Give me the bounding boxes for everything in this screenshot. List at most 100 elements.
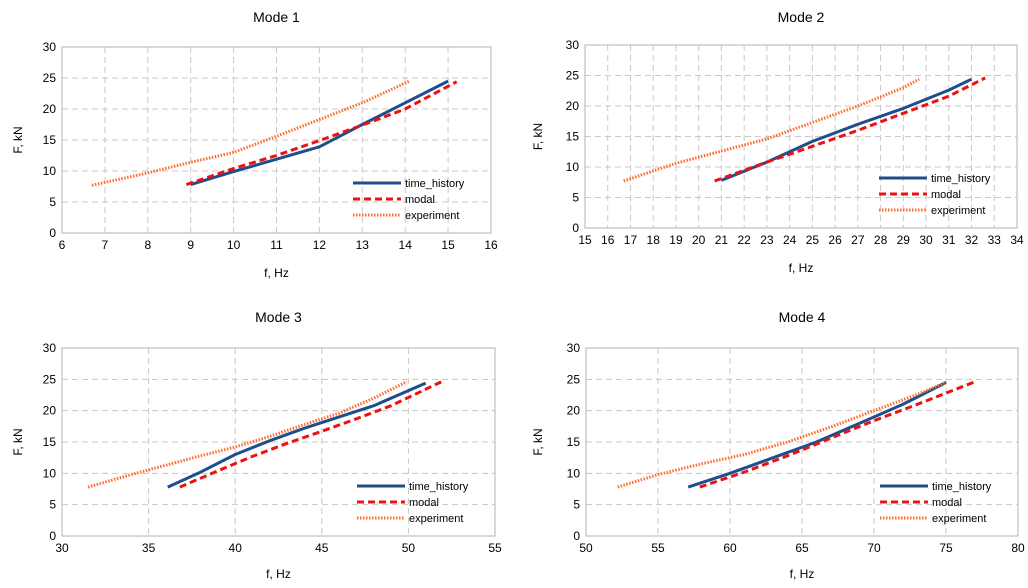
series-line-time_history: [190, 79, 449, 187]
series-line-modal: [185, 80, 458, 187]
x-tick-label: 33: [988, 233, 1002, 247]
y-tick-label: 30: [43, 40, 57, 54]
chart-mode-4: 50 55 60 65 70 75 80 0 5 10 15 20 25 30 Mode 4 f, Hz F, …: [514, 300, 1028, 583]
y-tick-label: 30: [566, 38, 580, 52]
x-tick-label: 16: [484, 238, 498, 252]
chart-mode-3: 30 35 40 45 50 55 0 5 10 15 20 25 30 Mode 3 f, Hz F, kN…: [0, 300, 514, 583]
legend-label-experiment: experiment: [932, 513, 986, 525]
x-tick-label: 10: [227, 238, 241, 252]
x-tick-label: 18: [647, 233, 661, 247]
chart-svg: 30 35 40 45 50 55 0 5 10 15 20 25 30 Mode 3 f, Hz F, kN…: [11, 309, 502, 581]
x-tick-label: 21: [715, 233, 729, 247]
chart-title: Mode 3: [255, 309, 302, 325]
x-tick-label: 12: [313, 238, 327, 252]
x-axis-label: f, Hz: [789, 261, 814, 275]
x-tick-label: 29: [897, 233, 911, 247]
y-tick-label: 5: [572, 191, 579, 205]
chart-title: Mode 4: [779, 309, 826, 325]
x-tick-label: 70: [867, 541, 881, 555]
x-tick-label: 34: [1010, 233, 1024, 247]
y-axis-label: F, kN: [11, 428, 25, 455]
legend-label-time_history: time_history: [931, 173, 991, 185]
chart-title: Mode 1: [253, 9, 300, 25]
y-tick-label: 10: [43, 466, 57, 480]
x-tick-label: 27: [851, 233, 865, 247]
chart-mode-2: 15 16 17 18 19 20 21 22 23 24 25 26 27 28 29 30 31 32 33 34…: [514, 0, 1028, 290]
series-line-modal: [179, 380, 442, 489]
chart-svg: 50 55 60 65 70 75 80 0 5 10 15 20 25 30 Mode 4 f, Hz F, …: [531, 309, 1025, 581]
legend-label-time_history: time_history: [409, 481, 469, 493]
series-line-modal: [699, 380, 976, 489]
y-tick-label: 20: [566, 99, 580, 113]
legend-label-experiment: experiment: [931, 205, 985, 217]
y-tick-label: 0: [572, 221, 579, 235]
x-tick-label: 11: [270, 238, 283, 252]
y-tick-label: 5: [49, 498, 56, 512]
series-line-modal: [714, 76, 986, 183]
y-tick-label: 30: [567, 341, 581, 355]
y-tick-label: 15: [43, 133, 57, 147]
legend-label-modal: modal: [932, 497, 962, 509]
x-tick-label: 55: [651, 541, 665, 555]
y-tick-label: 0: [49, 529, 56, 543]
x-tick-label: 75: [939, 541, 953, 555]
x-axis-label: f, Hz: [266, 567, 291, 581]
chart-svg: 15 16 17 18 19 20 21 22 23 24 25 26 27 28 29 30 31 32 33 34…: [531, 9, 1024, 275]
x-tick-label: 25: [806, 233, 820, 247]
x-tick-label: 31: [942, 233, 956, 247]
legend-label-modal: modal: [931, 189, 961, 201]
y-tick-label: 0: [49, 226, 56, 240]
y-tick-label: 25: [43, 372, 57, 386]
y-tick-label: 15: [566, 130, 580, 144]
legend-label-experiment: experiment: [405, 210, 459, 222]
x-tick-label: 17: [624, 233, 638, 247]
plot-area: [61, 46, 492, 234]
x-tick-label: 28: [874, 233, 888, 247]
series-line-experiment: [623, 77, 920, 183]
x-tick-label: 15: [578, 233, 592, 247]
y-axis-label: F, kN: [11, 126, 25, 153]
y-tick-label: 5: [573, 498, 580, 512]
x-tick-label: 26: [828, 233, 842, 247]
y-tick-label: 20: [567, 404, 581, 418]
x-tick-label: 32: [965, 233, 979, 247]
legend-label-time_history: time_history: [932, 481, 992, 493]
x-tick-label: 35: [142, 541, 156, 555]
chart-mode-1: 6 7 8 9 10 11 12 13 14 15 16 0 5 10 15 20 25 30 Mode 1 f, H…: [0, 0, 514, 290]
x-tick-label: 14: [399, 238, 413, 252]
y-tick-label: 20: [43, 102, 57, 116]
x-axis-label: f, Hz: [264, 266, 289, 280]
x-tick-label: 23: [760, 233, 774, 247]
plot-area: [585, 347, 1019, 537]
y-tick-label: 30: [43, 341, 57, 355]
x-tick-label: 15: [441, 238, 455, 252]
x-tick-label: 40: [229, 541, 243, 555]
y-tick-label: 10: [567, 466, 581, 480]
series-line-experiment: [87, 380, 408, 489]
x-tick-label: 8: [144, 238, 151, 252]
y-tick-label: 0: [573, 529, 580, 543]
x-tick-label: 22: [737, 233, 751, 247]
y-tick-label: 10: [43, 164, 57, 178]
x-tick-label: 60: [723, 541, 737, 555]
x-tick-label: 9: [187, 238, 194, 252]
x-axis-label: f, Hz: [790, 567, 815, 581]
x-tick-label: 65: [795, 541, 809, 555]
y-axis-label: F, kN: [531, 123, 545, 150]
y-axis-label: F, kN: [531, 428, 545, 455]
x-tick-label: 80: [1011, 541, 1025, 555]
legend-label-modal: modal: [409, 497, 439, 509]
x-tick-label: 30: [919, 233, 933, 247]
x-tick-label: 30: [55, 541, 69, 555]
plot-area: [61, 347, 496, 537]
y-tick-label: 15: [43, 435, 57, 449]
y-tick-label: 5: [49, 195, 56, 209]
x-tick-label: 20: [692, 233, 706, 247]
legend-label-experiment: experiment: [409, 513, 463, 525]
series-line-time_history: [167, 381, 427, 489]
legend-label-time_history: time_history: [405, 178, 465, 190]
x-tick-label: 6: [59, 238, 66, 252]
